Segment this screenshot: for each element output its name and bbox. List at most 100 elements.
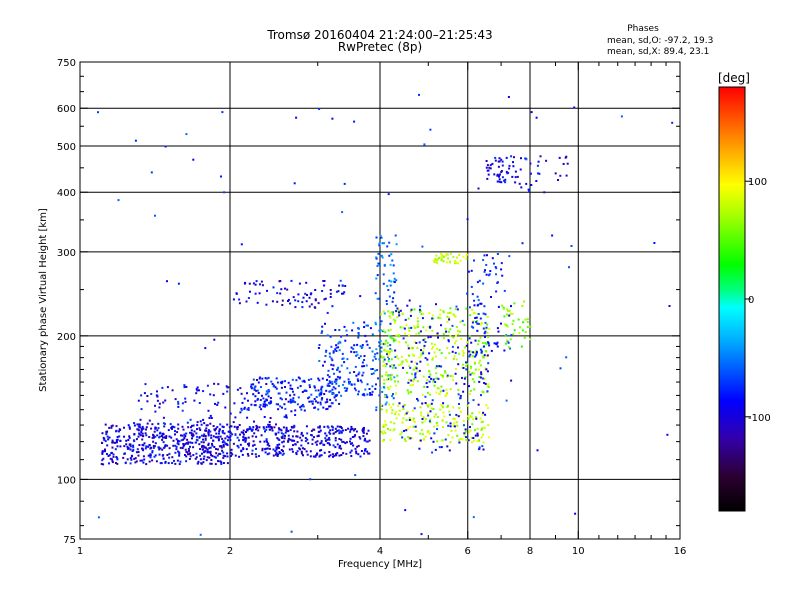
data-point	[362, 435, 365, 438]
data-point	[330, 363, 333, 366]
data-point	[487, 407, 489, 409]
data-point	[248, 282, 251, 285]
data-point	[500, 268, 503, 271]
data-point	[376, 369, 379, 371]
data-point	[391, 300, 394, 303]
data-point	[253, 432, 256, 435]
data-point	[279, 397, 282, 400]
data-point	[221, 437, 224, 440]
data-point	[339, 279, 342, 282]
data-point	[188, 453, 191, 456]
data-point	[266, 447, 269, 450]
data-point	[398, 314, 401, 317]
data-point	[376, 274, 379, 277]
data-point	[384, 373, 387, 376]
data-point	[432, 259, 435, 262]
data-point	[476, 322, 479, 325]
data-point	[537, 172, 540, 175]
data-point	[343, 325, 346, 328]
data-point	[291, 378, 294, 381]
data-point	[293, 425, 296, 428]
data-point	[362, 371, 365, 374]
data-point	[476, 434, 479, 437]
data-point	[471, 378, 474, 381]
data-point	[187, 453, 189, 456]
data-point	[151, 459, 154, 462]
data-point	[195, 441, 197, 444]
data-point	[481, 427, 483, 430]
data-point	[161, 435, 163, 437]
data-point	[447, 330, 450, 333]
data-point	[435, 365, 438, 368]
data-point	[181, 402, 184, 405]
data-point	[483, 354, 486, 357]
data-point	[373, 355, 376, 358]
data-point	[485, 404, 488, 407]
data-point	[204, 450, 207, 453]
data-point	[343, 361, 346, 364]
data-point	[457, 388, 460, 391]
data-point	[133, 457, 136, 460]
data-point	[464, 376, 467, 379]
data-point	[454, 259, 457, 262]
data-point	[458, 330, 461, 333]
data-point	[470, 341, 473, 344]
data-point	[213, 455, 216, 458]
data-point	[411, 383, 414, 386]
data-point	[148, 444, 151, 447]
data-point	[260, 386, 262, 388]
data-point	[272, 448, 275, 451]
data-point	[413, 421, 416, 423]
data-point	[341, 429, 344, 432]
data-point	[401, 421, 404, 424]
data-point	[267, 442, 270, 445]
data-point	[448, 318, 451, 321]
data-point	[346, 358, 349, 361]
data-point	[386, 386, 389, 389]
data-point	[354, 474, 357, 477]
data-point	[412, 425, 415, 428]
data-point	[478, 361, 481, 364]
data-point	[472, 326, 475, 329]
colorbar-label: [deg]	[718, 71, 750, 85]
data-point	[358, 436, 361, 439]
data-point	[146, 400, 149, 403]
data-point	[379, 323, 382, 326]
data-point	[351, 442, 353, 445]
data-point	[265, 426, 268, 429]
data-point	[154, 435, 157, 438]
data-point	[408, 329, 411, 332]
data-point	[352, 347, 355, 350]
data-point	[268, 447, 271, 450]
data-point	[490, 296, 492, 298]
data-point	[369, 327, 372, 330]
data-point	[475, 352, 478, 355]
data-point	[241, 401, 244, 404]
data-point	[310, 429, 313, 432]
data-point	[226, 444, 229, 446]
data-point	[471, 372, 474, 375]
data-point	[465, 368, 468, 371]
data-point	[331, 388, 334, 391]
data-point	[154, 442, 157, 445]
data-point	[446, 347, 449, 349]
data-point	[269, 401, 272, 404]
data-point	[263, 400, 266, 403]
data-points	[97, 93, 674, 536]
data-point	[476, 440, 479, 443]
data-point	[484, 321, 487, 324]
data-point	[437, 377, 440, 380]
data-point	[389, 263, 392, 266]
data-point	[495, 267, 498, 270]
data-point	[128, 427, 131, 430]
data-point	[335, 378, 338, 381]
data-point	[302, 405, 305, 408]
data-point	[499, 173, 501, 176]
data-point	[484, 313, 487, 316]
data-point	[278, 280, 281, 283]
data-point	[484, 350, 487, 353]
data-point	[475, 320, 478, 322]
data-point	[357, 444, 360, 447]
data-point	[432, 346, 434, 349]
data-point	[213, 446, 216, 448]
